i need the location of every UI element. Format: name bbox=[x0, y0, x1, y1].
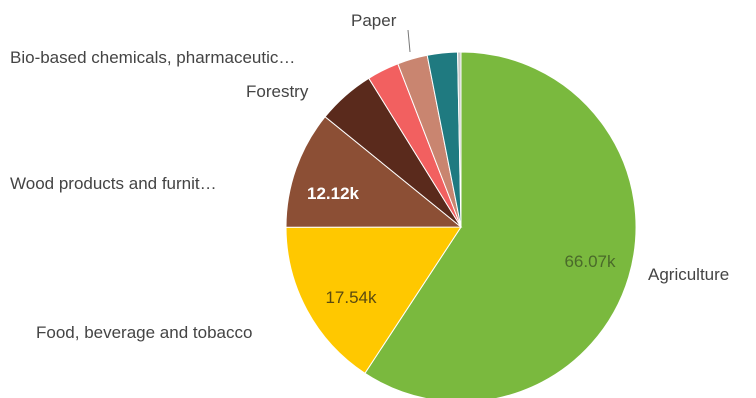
pie-slice-unlabeled-7[interactable] bbox=[457, 51, 462, 228]
leader-line-paper bbox=[407, 29, 411, 53]
data-label-agriculture: 66.07k bbox=[564, 252, 616, 271]
pie-slice-wood-products-and-furnit[interactable] bbox=[285, 116, 463, 228]
pie-slices bbox=[285, 51, 637, 398]
slice-label-paper: Paper bbox=[351, 11, 397, 30]
data-label-food-beverage-tobacco: 17.54k bbox=[325, 288, 377, 307]
slice-label-forestry: Forestry bbox=[246, 82, 309, 101]
slice-label-wood-products: Wood products and furnit… bbox=[10, 174, 217, 193]
data-label-wood-products: 12.12k bbox=[307, 184, 360, 203]
pie-slice-agriculture[interactable] bbox=[364, 51, 637, 398]
slice-label-bio-based-chemicals: Bio-based chemicals, pharmaceutic… bbox=[10, 48, 295, 67]
leader-lines bbox=[407, 29, 411, 53]
slice-label-agriculture: Agriculture bbox=[648, 265, 729, 284]
pie-slice-food-beverage-and-tobacco[interactable] bbox=[285, 226, 462, 374]
slice-label-food-beverage-tobacco: Food, beverage and tobacco bbox=[36, 323, 252, 342]
